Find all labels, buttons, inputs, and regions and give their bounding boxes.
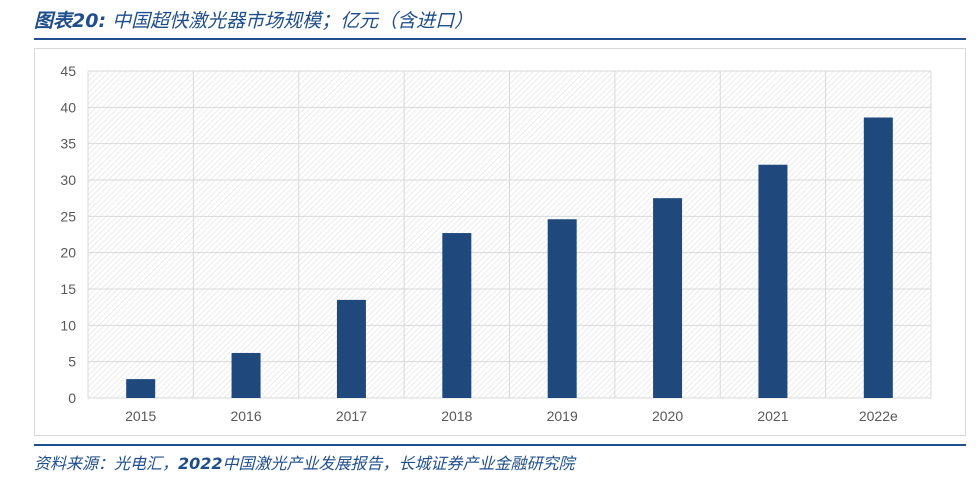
source-rule [34,444,966,446]
bar [863,117,893,399]
source-year: 2022 [178,454,223,473]
bar [653,198,683,398]
x-tick-label: 2022e [859,408,898,424]
y-tick-label: 10 [60,317,76,333]
x-tick-label: 2016 [230,408,261,424]
figure-title: 图表20: 中国超快激光器市场规模；亿元（含进口） [34,6,473,33]
x-tick-label: 2021 [757,408,788,424]
bar-chart: 0 5 10 15 20 25 30 35 40 45 2015 2016 2017 2018 2019 20… [60,63,932,424]
x-tick-label: 2017 [336,408,367,424]
bar [547,219,577,398]
figure-label: 图表20: [34,10,107,32]
x-tick-label: 2019 [547,408,578,424]
figure-caption: 中国超快激光器市场规模；亿元（含进口） [112,10,474,32]
y-tick-label: 30 [60,172,76,188]
x-tick-label: 2018 [441,408,472,424]
title-rule [34,38,966,40]
bar [126,379,156,398]
y-tick-label: 45 [60,63,76,79]
y-tick-label: 25 [60,208,76,224]
y-tick-label: 35 [60,136,76,152]
y-tick-label: 0 [68,390,76,406]
bar [442,233,472,398]
bar [758,164,788,398]
y-tick-label: 5 [68,354,76,370]
source-prefix: 资料来源：光电汇， [34,454,179,473]
bar [336,299,366,398]
y-tick-label: 15 [60,281,76,297]
source-note: 资料来源：光电汇，2022中国激光产业发展报告，长城证券产业金融研究院 [34,450,575,474]
y-tick-label: 20 [60,245,76,261]
bar [231,352,261,398]
source-text: 中国激光产业发展报告，长城证券产业金融研究院 [222,454,575,473]
y-tick-label: 40 [60,99,76,115]
chart-frame: 0 5 10 15 20 25 30 35 40 45 2015 2016 2017 2018 2019 20… [34,48,966,436]
x-tick-label: 2015 [125,408,156,424]
x-tick-label: 2020 [652,408,683,424]
